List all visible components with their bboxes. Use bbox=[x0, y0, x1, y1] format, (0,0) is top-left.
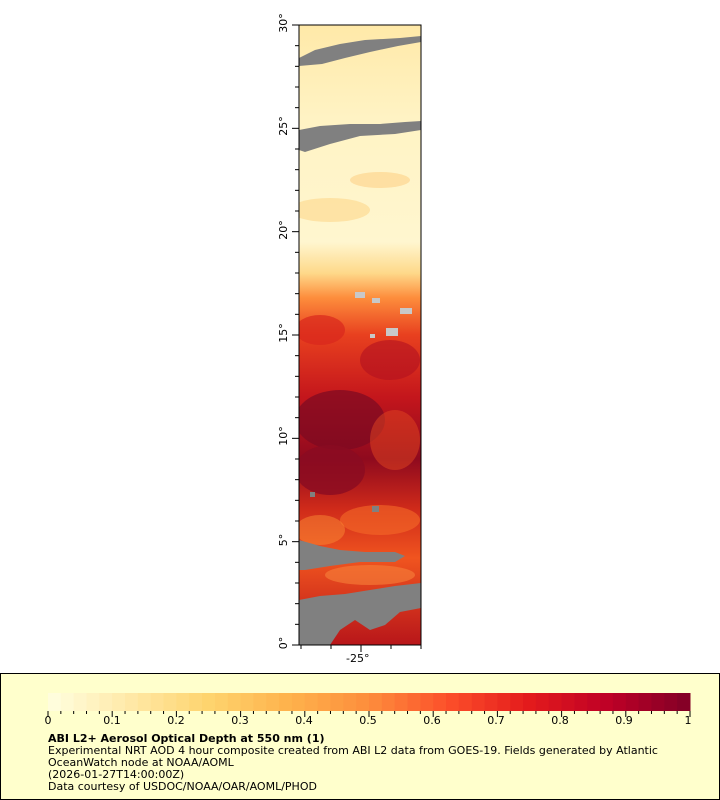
colorbar-cell bbox=[381, 693, 396, 711]
colorbar-cell bbox=[176, 693, 190, 711]
land-patch bbox=[372, 298, 380, 303]
no-data-region bbox=[372, 506, 379, 512]
lat-ticks bbox=[292, 24, 299, 646]
colorbar-cell bbox=[125, 693, 139, 711]
colorbar-cells bbox=[48, 693, 691, 711]
colorbar-cell bbox=[279, 693, 293, 711]
legend-credit: Data courtesy of USDOC/NOAA/OAR/AOML/PHO… bbox=[48, 780, 317, 793]
colorbar-cell bbox=[535, 693, 550, 711]
colorbar-cell bbox=[304, 693, 319, 711]
colorbar-cell bbox=[240, 693, 254, 711]
colorbar-cell bbox=[86, 693, 100, 711]
legend-description-2: OceanWatch node at NOAA/AOML bbox=[48, 756, 234, 769]
colorbar-cell bbox=[420, 693, 434, 711]
colorbar-cell bbox=[638, 693, 652, 711]
cbar-tick-0.7: 0.7 bbox=[487, 714, 505, 727]
colorbar-cell bbox=[73, 693, 88, 711]
colorbar-cell bbox=[291, 693, 306, 711]
lat-label-15: 15° bbox=[277, 323, 290, 343]
colorbar-cell bbox=[356, 693, 370, 711]
no-data-region bbox=[299, 121, 421, 152]
cbar-tick-0.9: 0.9 bbox=[615, 714, 633, 727]
lat-label-5: 5° bbox=[277, 533, 290, 547]
lat-label-10: 10° bbox=[277, 426, 290, 446]
colorbar-cell bbox=[60, 693, 75, 711]
colorbar-cell bbox=[112, 693, 126, 711]
lat-label-0: 0° bbox=[277, 636, 290, 650]
cbar-tick-0: 0 bbox=[44, 714, 52, 727]
lat-label-30: 30° bbox=[277, 13, 290, 33]
colorbar-cell bbox=[163, 693, 177, 711]
legend-title: ABI L2+ Aerosol Optical Depth at 550 nm … bbox=[48, 732, 325, 745]
lat-label-25: 25° bbox=[277, 116, 290, 136]
colorbar-cell bbox=[471, 693, 486, 711]
cbar-tick-0.8: 0.8 bbox=[551, 714, 569, 727]
colorbar-cell bbox=[48, 693, 62, 711]
map-svg bbox=[292, 24, 422, 652]
lon-label-25w: -25° bbox=[346, 652, 370, 665]
colorbar-cell bbox=[664, 693, 678, 711]
colorbar-cell bbox=[574, 693, 588, 711]
colorbar-cell bbox=[150, 693, 165, 711]
colorbar-cell bbox=[343, 693, 357, 711]
colorbar-cell bbox=[523, 693, 537, 711]
land-patch bbox=[370, 334, 375, 338]
colorbar-cell bbox=[369, 693, 383, 711]
colorbar-cell bbox=[548, 693, 563, 711]
colorbar-cell bbox=[510, 693, 524, 711]
colorbar-cell bbox=[587, 693, 601, 711]
colorbar-cell bbox=[189, 693, 203, 711]
colorbar-cell bbox=[651, 693, 665, 711]
colorbar-cell bbox=[227, 693, 242, 711]
colorbar-cell bbox=[484, 693, 498, 711]
lat-label-20: 20° bbox=[277, 220, 290, 240]
aod-field bbox=[299, 25, 421, 645]
colorbar-cell bbox=[497, 693, 511, 711]
colorbar-cell bbox=[394, 693, 409, 711]
colorbar-cell bbox=[202, 693, 216, 711]
colorbar-cell bbox=[330, 693, 344, 711]
colorbar-cell bbox=[458, 693, 473, 711]
colorbar-cell bbox=[446, 693, 460, 711]
no-data-region bbox=[299, 36, 421, 66]
legend-description-1: Experimental NRT AOD 4 hour composite cr… bbox=[48, 744, 658, 757]
colorbar-cell bbox=[561, 693, 575, 711]
cbar-tick-0.6: 0.6 bbox=[423, 714, 441, 727]
colorbar-ticks bbox=[47, 711, 691, 717]
cbar-tick-0.4: 0.4 bbox=[295, 714, 313, 727]
colorbar-cell bbox=[214, 693, 229, 711]
cbar-tick-0.5: 0.5 bbox=[359, 714, 377, 727]
no-data-region bbox=[299, 583, 421, 645]
colorbar-cell bbox=[677, 693, 691, 711]
cbar-tick-0.2: 0.2 bbox=[167, 714, 185, 727]
legend-panel: 0 0.1 0.2 0.3 0.4 0.5 0.6 0.7 0.8 0.9 1 … bbox=[0, 673, 720, 800]
colorbar-cell bbox=[600, 693, 614, 711]
colorbar-cell bbox=[625, 693, 640, 711]
no-data-region bbox=[310, 492, 315, 497]
cbar-tick-0.1: 0.1 bbox=[103, 714, 121, 727]
lon-ticks bbox=[300, 645, 422, 652]
colorbar-cell bbox=[266, 693, 280, 711]
map-area: 0° 5° 10° 15° 20° 25° 30° -25° bbox=[277, 13, 422, 665]
no-data-region bbox=[299, 540, 405, 570]
land-patch bbox=[386, 328, 398, 336]
colorbar-cell bbox=[433, 693, 447, 711]
colorbar-cell bbox=[317, 693, 331, 711]
cbar-tick-0.3: 0.3 bbox=[231, 714, 249, 727]
land-patch bbox=[355, 292, 365, 298]
legend-timestamp: (2026-01-27T14:00:00Z) bbox=[48, 768, 185, 781]
colorbar-cell bbox=[99, 693, 113, 711]
colorbar bbox=[47, 693, 691, 717]
land-patch bbox=[400, 308, 412, 314]
colorbar-cell bbox=[253, 693, 267, 711]
cbar-tick-1: 1 bbox=[684, 714, 692, 727]
colorbar-cell bbox=[137, 693, 152, 711]
colorbar-cell bbox=[407, 693, 421, 711]
colorbar-cell bbox=[612, 693, 627, 711]
